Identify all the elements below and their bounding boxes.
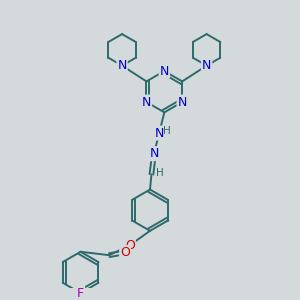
Text: O: O	[125, 239, 135, 252]
Text: N: N	[142, 96, 151, 109]
Text: N: N	[149, 147, 159, 160]
Text: N: N	[178, 96, 187, 109]
Text: N: N	[117, 59, 127, 72]
Text: O: O	[120, 246, 130, 259]
Text: H: H	[163, 126, 171, 136]
Text: F: F	[77, 286, 84, 300]
Text: N: N	[154, 127, 164, 140]
Text: N: N	[160, 64, 169, 78]
Text: H: H	[156, 168, 164, 178]
Text: N: N	[202, 59, 211, 72]
